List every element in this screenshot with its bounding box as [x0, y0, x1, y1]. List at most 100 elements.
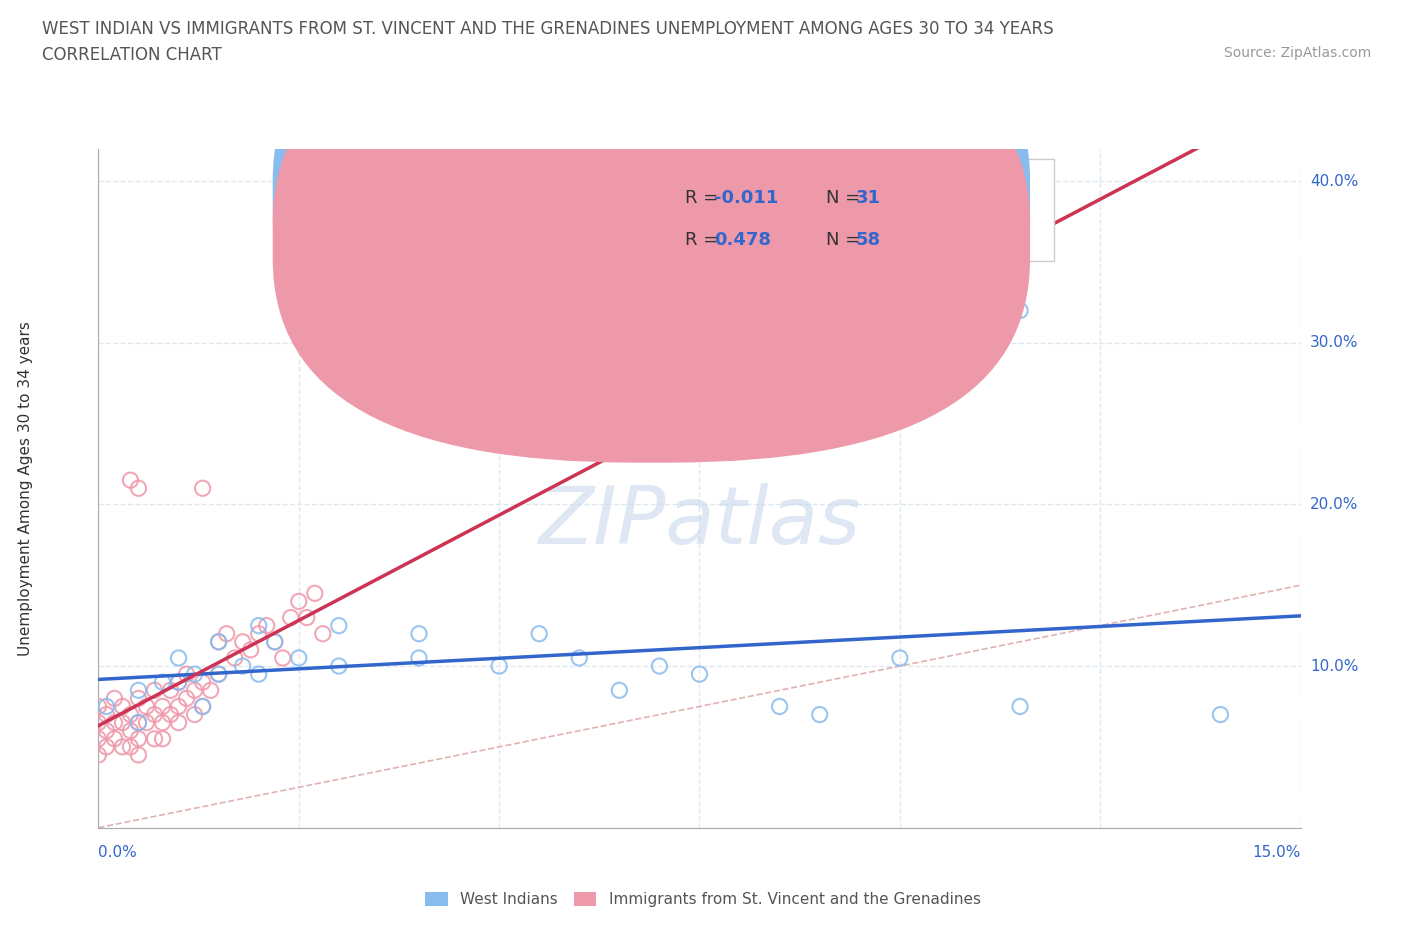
Point [111, 739, 134, 754]
Point [239, 643, 262, 658]
Point [167, 699, 190, 714]
Point [191, 699, 214, 714]
Point [128, 715, 150, 730]
Point [215, 626, 238, 641]
Text: 20.0%: 20.0% [1310, 497, 1358, 512]
Text: Unemployment Among Ages 30 to 34 years: Unemployment Among Ages 30 to 34 years [18, 321, 32, 656]
Point [247, 626, 270, 641]
Text: -0.011: -0.011 [714, 190, 779, 207]
Point [208, 667, 231, 682]
Point [103, 715, 125, 730]
Point [328, 618, 350, 633]
Text: R =: R = [685, 190, 724, 207]
Text: N =: N = [825, 232, 866, 249]
Point [96, 724, 118, 738]
Point [288, 651, 311, 666]
Point [1010, 303, 1032, 318]
Point [103, 731, 125, 746]
Point [328, 658, 350, 673]
Point [135, 699, 157, 714]
Text: 30.0%: 30.0% [1310, 336, 1358, 351]
Point [128, 748, 150, 763]
Point [247, 667, 270, 682]
Point [120, 707, 142, 722]
Point [232, 658, 254, 673]
Text: CORRELATION CHART: CORRELATION CHART [42, 46, 222, 64]
Point [159, 683, 181, 698]
Point [167, 715, 190, 730]
Point [111, 715, 134, 730]
Point [128, 683, 150, 698]
Point [256, 618, 278, 633]
Point [96, 739, 118, 754]
Point [183, 683, 205, 698]
Point [176, 667, 198, 682]
Legend: West Indians, Immigrants from St. Vincent and the Grenadines: West Indians, Immigrants from St. Vincen… [419, 885, 987, 913]
Point [176, 691, 198, 706]
Point [648, 658, 671, 673]
Point [263, 634, 285, 649]
Point [87, 715, 110, 730]
Point [312, 626, 335, 641]
Point [143, 683, 166, 698]
Point [152, 699, 174, 714]
Point [96, 707, 118, 722]
Point [408, 651, 430, 666]
Point [135, 715, 157, 730]
Point [96, 699, 118, 714]
Point [183, 707, 205, 722]
Text: N =: N = [825, 190, 866, 207]
Point [191, 675, 214, 690]
Point [1209, 707, 1232, 722]
Text: 0.478: 0.478 [714, 232, 770, 249]
Text: R =: R = [685, 232, 724, 249]
Point [120, 472, 142, 487]
Text: Source: ZipAtlas.com: Source: ZipAtlas.com [1223, 46, 1371, 60]
Point [128, 691, 150, 706]
Point [224, 651, 246, 666]
Point [167, 675, 190, 690]
Point [191, 481, 214, 496]
Point [143, 707, 166, 722]
Point [247, 618, 270, 633]
Point [304, 586, 326, 601]
Point [529, 626, 551, 641]
Point [271, 651, 294, 666]
Point [167, 651, 190, 666]
FancyBboxPatch shape [273, 18, 1031, 462]
Point [568, 651, 591, 666]
Point [200, 683, 222, 698]
Point [128, 715, 150, 730]
Point [167, 675, 190, 690]
Point [288, 594, 311, 609]
Point [111, 699, 134, 714]
Point [103, 691, 125, 706]
FancyBboxPatch shape [609, 159, 1054, 260]
Point [143, 731, 166, 746]
Point [183, 667, 205, 682]
Point [159, 707, 181, 722]
Point [120, 739, 142, 754]
Point [128, 481, 150, 496]
Point [208, 667, 231, 682]
Point [295, 610, 318, 625]
Point [280, 610, 302, 625]
Point [1010, 699, 1032, 714]
Point [152, 675, 174, 690]
Point [128, 731, 150, 746]
Point [488, 658, 510, 673]
Point [208, 634, 231, 649]
Text: WEST INDIAN VS IMMIGRANTS FROM ST. VINCENT AND THE GRENADINES UNEMPLOYMENT AMONG: WEST INDIAN VS IMMIGRANTS FROM ST. VINCE… [42, 20, 1054, 38]
Text: 10.0%: 10.0% [1310, 658, 1358, 673]
Point [208, 634, 231, 649]
Text: 31: 31 [856, 190, 880, 207]
Point [768, 699, 790, 714]
Point [232, 634, 254, 649]
Point [408, 626, 430, 641]
Point [688, 667, 710, 682]
Point [263, 634, 285, 649]
Text: ZIPatlas: ZIPatlas [538, 484, 860, 561]
Point [191, 699, 214, 714]
Text: 15.0%: 15.0% [1253, 844, 1301, 859]
Point [808, 707, 831, 722]
